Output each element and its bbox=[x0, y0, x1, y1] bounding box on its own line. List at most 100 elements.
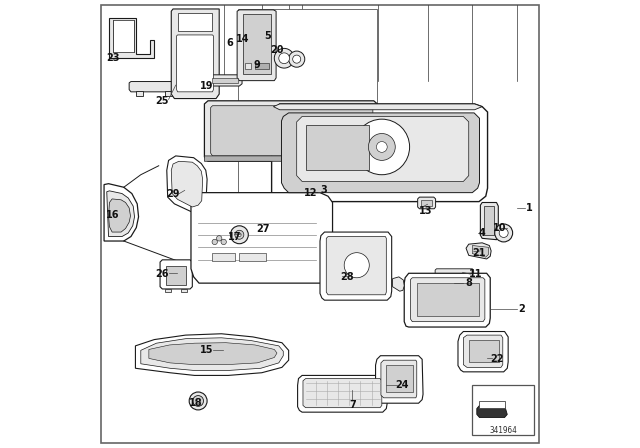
Text: 29: 29 bbox=[166, 189, 180, 198]
Polygon shape bbox=[320, 232, 392, 300]
Text: 22: 22 bbox=[490, 354, 504, 364]
Polygon shape bbox=[311, 182, 335, 195]
Polygon shape bbox=[282, 113, 479, 193]
Text: 13: 13 bbox=[419, 206, 432, 215]
Polygon shape bbox=[404, 273, 490, 327]
Polygon shape bbox=[303, 379, 382, 408]
Polygon shape bbox=[181, 289, 187, 292]
Polygon shape bbox=[387, 365, 413, 392]
Polygon shape bbox=[468, 340, 499, 362]
Polygon shape bbox=[239, 253, 266, 261]
Text: 24: 24 bbox=[395, 380, 408, 390]
Text: 20: 20 bbox=[270, 45, 284, 55]
Circle shape bbox=[376, 142, 387, 152]
Text: 4: 4 bbox=[479, 228, 486, 238]
Text: 25: 25 bbox=[156, 96, 169, 106]
Polygon shape bbox=[481, 202, 499, 240]
Text: 6: 6 bbox=[226, 38, 233, 47]
Text: 7: 7 bbox=[349, 401, 356, 410]
Polygon shape bbox=[244, 63, 251, 69]
Polygon shape bbox=[141, 338, 284, 370]
Text: 19: 19 bbox=[200, 81, 214, 91]
Text: 9: 9 bbox=[254, 60, 260, 70]
Circle shape bbox=[354, 119, 410, 175]
Circle shape bbox=[237, 233, 241, 237]
Polygon shape bbox=[440, 279, 460, 283]
Circle shape bbox=[279, 53, 289, 64]
Polygon shape bbox=[417, 283, 479, 316]
Polygon shape bbox=[172, 9, 220, 99]
Circle shape bbox=[275, 48, 294, 68]
Circle shape bbox=[499, 228, 508, 237]
Polygon shape bbox=[463, 335, 503, 367]
Polygon shape bbox=[466, 243, 491, 259]
Text: 26: 26 bbox=[156, 269, 169, 279]
Polygon shape bbox=[479, 401, 504, 408]
Polygon shape bbox=[136, 334, 289, 375]
Polygon shape bbox=[165, 289, 172, 292]
Circle shape bbox=[369, 134, 396, 160]
Text: 15: 15 bbox=[200, 345, 214, 355]
Polygon shape bbox=[472, 246, 488, 257]
Polygon shape bbox=[458, 332, 508, 372]
Text: 21: 21 bbox=[472, 248, 486, 258]
Text: 3: 3 bbox=[320, 185, 327, 195]
Polygon shape bbox=[237, 9, 378, 197]
Text: 27: 27 bbox=[256, 224, 269, 234]
Polygon shape bbox=[113, 20, 134, 52]
Polygon shape bbox=[246, 59, 267, 72]
Polygon shape bbox=[252, 39, 275, 58]
Circle shape bbox=[235, 230, 244, 239]
Circle shape bbox=[230, 226, 248, 244]
Polygon shape bbox=[271, 104, 488, 202]
Polygon shape bbox=[177, 13, 212, 31]
Polygon shape bbox=[376, 356, 423, 403]
Polygon shape bbox=[410, 278, 485, 322]
Text: 8: 8 bbox=[465, 278, 472, 288]
Polygon shape bbox=[435, 276, 466, 286]
Polygon shape bbox=[160, 260, 192, 289]
Polygon shape bbox=[326, 237, 387, 295]
Text: 12: 12 bbox=[304, 188, 318, 198]
Polygon shape bbox=[421, 200, 432, 206]
Polygon shape bbox=[107, 191, 134, 237]
Polygon shape bbox=[204, 156, 380, 161]
Polygon shape bbox=[165, 91, 172, 96]
Text: 16: 16 bbox=[106, 210, 120, 220]
Text: 341964: 341964 bbox=[490, 426, 517, 435]
Polygon shape bbox=[212, 78, 237, 83]
Polygon shape bbox=[166, 266, 186, 285]
Polygon shape bbox=[172, 161, 203, 207]
Polygon shape bbox=[477, 405, 508, 418]
Polygon shape bbox=[297, 116, 468, 181]
Text: 17: 17 bbox=[228, 232, 242, 241]
Circle shape bbox=[193, 396, 204, 406]
Polygon shape bbox=[298, 375, 387, 412]
Polygon shape bbox=[273, 104, 482, 110]
Polygon shape bbox=[204, 101, 378, 161]
Polygon shape bbox=[392, 277, 404, 291]
Polygon shape bbox=[484, 206, 494, 235]
Polygon shape bbox=[435, 269, 474, 276]
Polygon shape bbox=[211, 106, 373, 156]
Text: 11: 11 bbox=[469, 269, 483, 279]
Polygon shape bbox=[206, 75, 242, 86]
Polygon shape bbox=[109, 199, 131, 232]
Polygon shape bbox=[255, 63, 269, 69]
Text: 23: 23 bbox=[106, 53, 120, 63]
Text: 5: 5 bbox=[264, 31, 271, 41]
Polygon shape bbox=[243, 14, 271, 74]
Polygon shape bbox=[306, 125, 369, 170]
Text: 14: 14 bbox=[236, 34, 250, 44]
Circle shape bbox=[212, 239, 218, 245]
Polygon shape bbox=[104, 184, 139, 241]
Polygon shape bbox=[149, 343, 277, 365]
Circle shape bbox=[221, 239, 227, 245]
Circle shape bbox=[289, 51, 305, 67]
Polygon shape bbox=[167, 156, 207, 213]
Polygon shape bbox=[381, 360, 417, 398]
Circle shape bbox=[344, 253, 369, 278]
Polygon shape bbox=[177, 35, 213, 92]
Polygon shape bbox=[109, 18, 154, 58]
Polygon shape bbox=[212, 253, 235, 261]
